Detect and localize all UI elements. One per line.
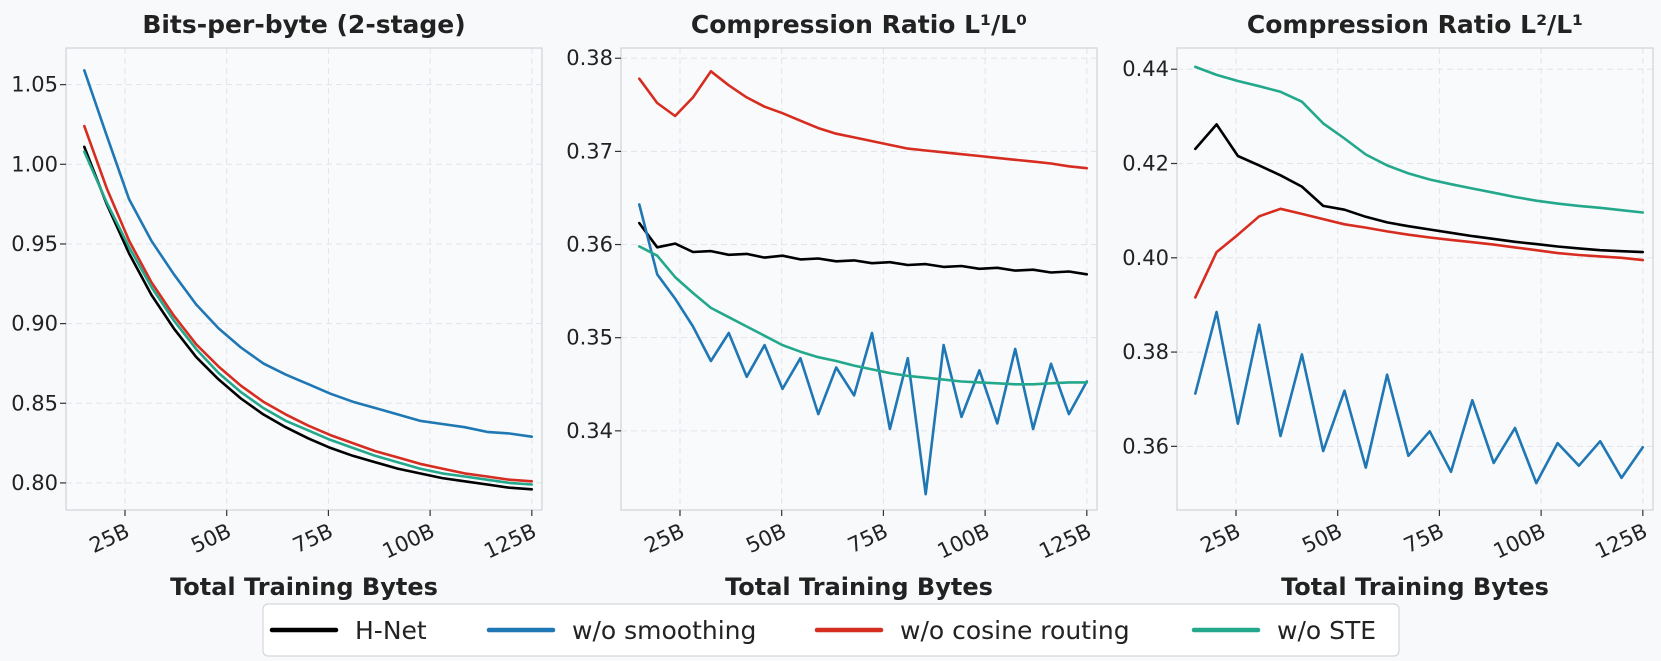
x-tick-label: 125B (1035, 519, 1095, 564)
x-tick-label: 25B (86, 519, 133, 558)
x-tick-label: 125B (480, 519, 540, 564)
series-line-w-o-ste (637, 245, 1089, 386)
series-line-h-net (637, 221, 1089, 276)
series-line-w-o-smoothing (1194, 310, 1645, 485)
plot-area (621, 48, 1097, 510)
plot-frame (620, 47, 1098, 511)
legend-label: w/o cosine routing (900, 616, 1130, 645)
x-tick-label: 100B (1490, 519, 1550, 564)
y-tick-label: 0.85 (11, 391, 58, 415)
x-tick-label: 100B (934, 519, 994, 564)
chart-title: Compression Ratio L²/L¹ (1247, 10, 1583, 39)
plot-frame (65, 47, 543, 511)
x-tick-label: 100B (379, 519, 439, 564)
chart-title: Compression Ratio L¹/L⁰ (691, 10, 1027, 39)
x-axis-label: Total Training Bytes (170, 573, 438, 601)
y-tick-label: 1.05 (11, 73, 58, 97)
x-tick-label: 50B (187, 519, 234, 558)
chart-title: Bits-per-byte (2-stage) (142, 10, 465, 39)
y-tick-label: 0.36 (566, 233, 613, 257)
legend-label: H-Net (355, 616, 427, 645)
series-line-h-net (1194, 123, 1645, 254)
y-tick-label: 0.42 (1122, 152, 1169, 176)
x-tick-label: 25B (641, 519, 688, 558)
y-tick-label: 0.95 (11, 232, 58, 256)
y-tick-label: 0.40 (1122, 246, 1169, 270)
plot-area (1177, 48, 1653, 510)
y-tick-label: 0.80 (11, 471, 58, 495)
y-tick-label: 0.34 (566, 419, 613, 443)
series-line-w-o-smoothing (83, 69, 534, 439)
legend-label: w/o smoothing (572, 616, 756, 645)
y-tick-label: 0.38 (1122, 340, 1169, 364)
legend: H-Net w/o smoothing w/o cosine routing w/o … (262, 603, 1400, 657)
y-tick-label: 0.90 (11, 312, 58, 336)
x-tick-label: 75B (289, 519, 336, 558)
plot-area (66, 48, 542, 510)
y-tick-label: 0.37 (566, 139, 613, 163)
chart-panel-2: 25B 50B 75B 100B 125B 0.34 0.35 0.36 0.37 0.38 Com… (566, 10, 1098, 601)
plot-frame (1176, 47, 1654, 511)
y-tick-label: 1.00 (11, 152, 58, 176)
series-line-w-o-ste (1194, 65, 1645, 214)
x-axis-label: Total Training Bytes (725, 573, 993, 601)
x-tick-label: 50B (1298, 519, 1345, 558)
chart-panel-3: 25B 50B 75B 100B 125B 0.36 0.38 0.40 0.42 0.44 Com… (1122, 10, 1654, 601)
chart-panel-1: 25B 50B 75B 100B 125B 0.80 0.85 0.90 0.95 1.00 1.0… (11, 10, 543, 601)
series-line-w-o-smoothing (637, 203, 1089, 496)
series-line-w-o-cosine-routing (83, 124, 534, 483)
y-tick-label: 0.38 (566, 46, 613, 70)
x-tick-label: 50B (742, 519, 789, 558)
legend-label: w/o STE (1277, 616, 1376, 645)
x-tick-label: 125B (1591, 519, 1651, 564)
series-line-w-o-cosine-routing (637, 70, 1089, 170)
series-line-w-o-cosine-routing (1194, 207, 1645, 299)
series-line-w-o-ste (83, 150, 534, 486)
x-tick-label: 75B (1400, 519, 1447, 558)
y-tick-label: 0.44 (1122, 57, 1169, 81)
y-tick-label: 0.36 (1122, 434, 1169, 458)
series-line-h-net (83, 145, 534, 491)
x-tick-label: 25B (1197, 519, 1244, 558)
y-tick-label: 0.35 (566, 326, 613, 350)
x-axis-label: Total Training Bytes (1281, 573, 1549, 601)
x-tick-label: 75B (844, 519, 891, 558)
